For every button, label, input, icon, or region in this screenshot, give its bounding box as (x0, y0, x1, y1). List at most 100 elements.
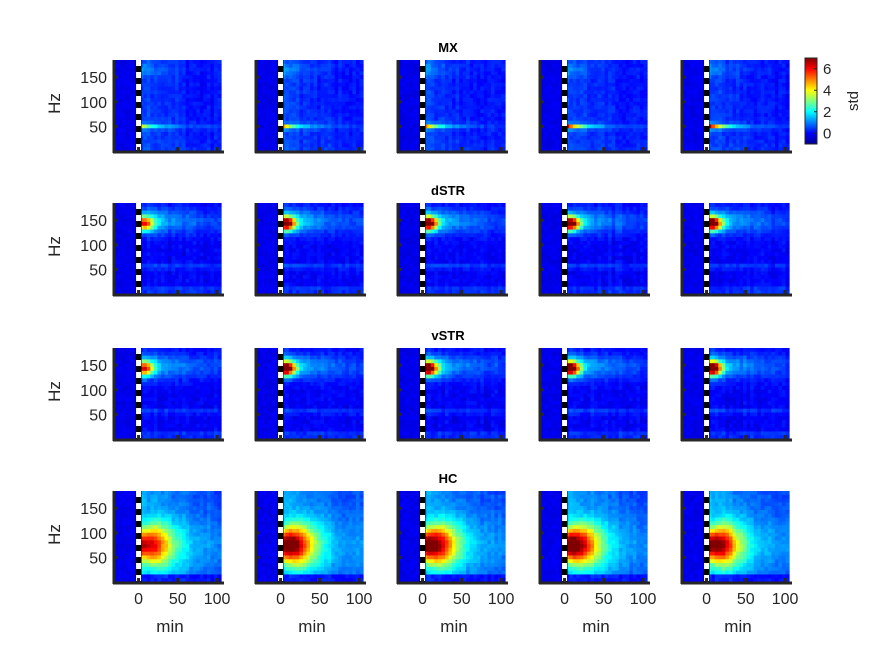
heatmap-cell (572, 90, 577, 95)
heatmap-cell (683, 128, 688, 133)
heatmap-cell (345, 67, 350, 72)
heatmap-cell (122, 101, 127, 107)
heatmap-cell (569, 113, 574, 118)
heatmap-cell (178, 71, 183, 76)
heatmap-cell (217, 267, 222, 272)
heatmap-cell (572, 63, 577, 69)
heatmap-cell (129, 82, 134, 88)
heatmap-cell (146, 147, 151, 152)
heatmap-cell (271, 244, 276, 250)
heatmap-cell (199, 120, 204, 126)
heatmap-cell (700, 116, 705, 122)
heatmap-cell (686, 71, 691, 76)
heatmap-cell (192, 82, 197, 88)
heatmap-cell (750, 94, 755, 99)
heatmap-cell (579, 120, 584, 126)
heatmap-cell (430, 101, 435, 107)
heatmap-cell (427, 113, 432, 118)
heatmap-cell (541, 105, 546, 110)
heatmap-cell (257, 60, 262, 65)
heatmap-cell (690, 101, 695, 107)
heatmap-cell (115, 259, 120, 265)
heatmap-cell (295, 97, 300, 103)
heatmap-cell (355, 116, 361, 122)
heatmap-cell (693, 147, 698, 152)
heatmap-cell (757, 143, 762, 148)
heatmap-cell (767, 116, 772, 122)
heatmap-cell (150, 214, 155, 219)
heatmap-cell (462, 67, 467, 72)
heatmap-cell (306, 132, 311, 137)
heatmap-cell (760, 90, 765, 95)
heatmap-cell (203, 75, 208, 80)
heatmap-cell (579, 63, 584, 69)
heatmap-cell (285, 271, 290, 276)
heatmap-cell (480, 120, 485, 126)
heatmap-cell (285, 275, 290, 280)
heatmap-cell (558, 94, 563, 99)
heatmap-cell (185, 67, 190, 72)
heatmap-cell (639, 139, 645, 145)
heatmap-cell (168, 132, 173, 137)
heatmap-cell (260, 282, 265, 288)
heatmap-cell (402, 113, 407, 118)
heatmap-cell (406, 60, 411, 65)
heatmap-cell (185, 101, 190, 107)
heatmap-cell (639, 90, 645, 95)
heatmap-cell (743, 109, 748, 114)
heatmap-cell (324, 128, 329, 133)
heatmap-cell (281, 97, 286, 103)
heatmap-cell (292, 109, 297, 114)
heatmap-cell (334, 135, 339, 141)
heatmap-cell (146, 278, 151, 284)
heatmap-cell (434, 132, 439, 137)
heatmap-cell (292, 206, 297, 212)
heatmap-cell (285, 248, 290, 253)
heatmap-cell (714, 128, 719, 133)
heatmap-cell (129, 263, 134, 269)
heatmap-cell (217, 206, 222, 212)
heatmap-cell (473, 113, 478, 118)
heatmap-cell (157, 267, 162, 272)
heatmap-cell (168, 78, 173, 84)
heatmap-cell (281, 206, 286, 212)
heatmap-cell (292, 252, 297, 257)
heatmap-cell (462, 135, 467, 141)
heatmap-cell (501, 97, 506, 103)
heatmap-cell (399, 86, 404, 91)
heatmap-cell (494, 86, 499, 91)
heatmap-cell (732, 71, 737, 76)
heatmap-cell (257, 286, 262, 291)
heatmap-cell (579, 109, 584, 114)
heatmap-cell (196, 237, 201, 242)
heatmap-cell (341, 248, 346, 253)
heatmap-cell (341, 252, 346, 257)
heatmap-cell (558, 128, 563, 133)
heatmap-cell (118, 101, 123, 107)
heatmap-cell (334, 147, 339, 152)
heatmap-cell (743, 120, 748, 126)
heatmap-cell (324, 229, 329, 234)
heatmap-cell (618, 86, 623, 91)
heatmap-cell (753, 105, 758, 110)
heatmap-cell (317, 135, 322, 141)
heatmap-cell (118, 282, 123, 288)
heatmap-cell (341, 113, 346, 118)
heatmap-cell (576, 86, 581, 91)
heatmap-cell (139, 109, 144, 114)
heatmap-cell (288, 256, 293, 261)
heatmap-cell (185, 75, 190, 80)
heatmap-cell (707, 109, 712, 114)
heatmap-cell (189, 221, 194, 227)
heatmap-cell (199, 82, 204, 88)
heatmap-cell (767, 101, 772, 107)
heatmap-cell (317, 97, 322, 103)
heatmap-cell (125, 71, 130, 76)
heatmap-cell (157, 233, 162, 238)
heatmap-cell (608, 109, 613, 114)
heatmap-cell (260, 259, 265, 265)
heatmap-cell (490, 143, 495, 148)
heatmap-cell (185, 229, 190, 234)
heatmap-cell (260, 286, 265, 291)
heatmap-cell (178, 229, 183, 234)
